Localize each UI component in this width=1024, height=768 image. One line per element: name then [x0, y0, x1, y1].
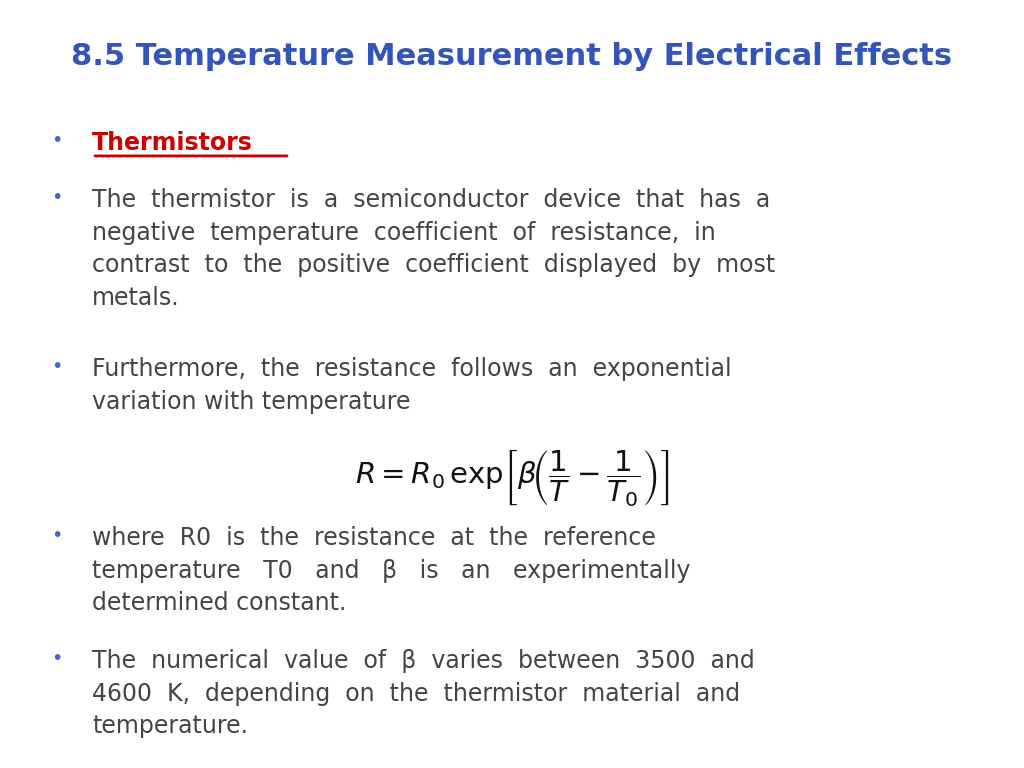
Text: 8.5 Temperature Measurement by Electrical Effects: 8.5 Temperature Measurement by Electrica… — [72, 42, 952, 71]
Text: Furthermore,  the  resistance  follows  an  exponential
variation with temperatu: Furthermore, the resistance follows an e… — [92, 357, 732, 414]
Text: •: • — [50, 357, 62, 376]
Text: •: • — [50, 188, 62, 207]
Text: The  thermistor  is  a  semiconductor  device  that  has  a
negative  temperatur: The thermistor is a semiconductor device… — [92, 188, 775, 310]
Text: The  numerical  value  of  β  varies  between  3500  and
4600  K,  depending  on: The numerical value of β varies between … — [92, 649, 755, 738]
Text: •: • — [50, 649, 62, 668]
Text: Thermistors: Thermistors — [92, 131, 253, 154]
Text: •: • — [50, 526, 62, 545]
Text: •: • — [50, 131, 62, 150]
Text: where  R0  is  the  resistance  at  the  reference
temperature   T0   and   β   : where R0 is the resistance at the refere… — [92, 526, 690, 615]
Text: $R = R_0 \,\exp\!\left[\beta\!\left(\dfrac{1}{T} - \dfrac{1}{T_0}\right)\right]$: $R = R_0 \,\exp\!\left[\beta\!\left(\dfr… — [354, 449, 670, 509]
